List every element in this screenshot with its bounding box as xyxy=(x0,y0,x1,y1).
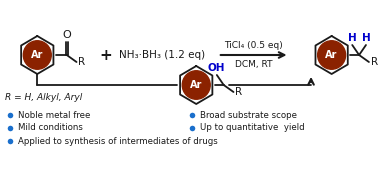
Circle shape xyxy=(182,71,210,99)
Text: OH: OH xyxy=(207,63,225,73)
Text: Ar: Ar xyxy=(325,50,338,60)
Text: R: R xyxy=(79,57,86,67)
Text: Ar: Ar xyxy=(31,50,43,60)
Text: DCM, RT: DCM, RT xyxy=(235,60,273,69)
Text: R: R xyxy=(371,57,378,67)
Text: O: O xyxy=(63,30,71,40)
Circle shape xyxy=(23,41,51,69)
Text: +: + xyxy=(99,48,112,63)
Text: Ar: Ar xyxy=(190,80,202,90)
Text: Applied to synthesis of intermediates of drugs: Applied to synthesis of intermediates of… xyxy=(18,137,217,145)
Text: H: H xyxy=(362,33,370,43)
Text: TiCl₄ (0.5 eq): TiCl₄ (0.5 eq) xyxy=(224,41,283,50)
Circle shape xyxy=(318,41,345,69)
Text: R = H, Alkyl, Aryl: R = H, Alkyl, Aryl xyxy=(5,93,82,102)
Text: Mild conditions: Mild conditions xyxy=(18,124,82,132)
Text: NH₃·BH₃ (1.2 eq): NH₃·BH₃ (1.2 eq) xyxy=(119,50,205,60)
Text: H: H xyxy=(348,33,356,43)
Text: R: R xyxy=(235,87,243,97)
Text: Noble metal free: Noble metal free xyxy=(18,111,90,119)
Text: Up to quantitative  yield: Up to quantitative yield xyxy=(200,124,305,132)
Text: Broad substrate scope: Broad substrate scope xyxy=(200,111,297,119)
